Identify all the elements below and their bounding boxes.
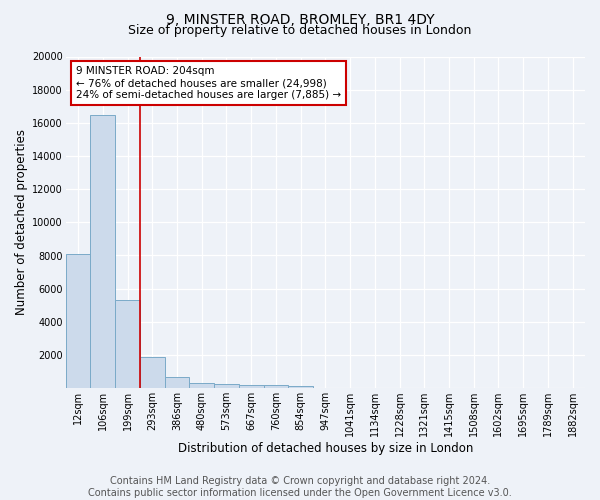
Text: Contains HM Land Registry data © Crown copyright and database right 2024.
Contai: Contains HM Land Registry data © Crown c… [88, 476, 512, 498]
Bar [91, 114, 115, 388]
Bar [239, 385, 263, 388]
Y-axis label: Number of detached properties: Number of detached properties [15, 130, 28, 316]
Bar [164, 376, 190, 388]
Bar [140, 358, 164, 388]
X-axis label: Distribution of detached houses by size in London: Distribution of detached houses by size … [178, 442, 473, 455]
Text: 9, MINSTER ROAD, BROMLEY, BR1 4DY: 9, MINSTER ROAD, BROMLEY, BR1 4DY [166, 12, 434, 26]
Bar [263, 386, 288, 388]
Bar [214, 384, 239, 388]
Bar [65, 254, 91, 388]
Bar [190, 383, 214, 388]
Bar [115, 300, 140, 388]
Text: 9 MINSTER ROAD: 204sqm
← 76% of detached houses are smaller (24,998)
24% of semi: 9 MINSTER ROAD: 204sqm ← 76% of detached… [76, 66, 341, 100]
Bar [288, 386, 313, 388]
Text: Size of property relative to detached houses in London: Size of property relative to detached ho… [128, 24, 472, 37]
